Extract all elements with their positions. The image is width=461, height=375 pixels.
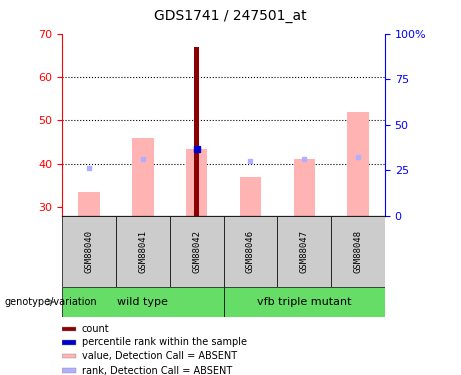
Bar xyxy=(116,216,170,287)
Text: GSM88042: GSM88042 xyxy=(192,230,201,273)
Text: count: count xyxy=(82,324,109,334)
Text: GDS1741 / 247501_at: GDS1741 / 247501_at xyxy=(154,9,307,23)
Bar xyxy=(194,47,199,216)
Bar xyxy=(240,177,261,216)
Bar xyxy=(62,354,76,358)
Bar xyxy=(224,287,385,317)
Bar xyxy=(186,148,207,216)
Text: GSM88040: GSM88040 xyxy=(85,230,94,273)
Bar xyxy=(294,159,315,216)
Bar xyxy=(62,369,76,373)
Bar xyxy=(347,112,369,216)
Bar xyxy=(132,138,154,216)
Text: percentile rank within the sample: percentile rank within the sample xyxy=(82,338,247,347)
Bar xyxy=(78,192,100,216)
Text: vfb triple mutant: vfb triple mutant xyxy=(257,297,351,307)
Text: GSM88048: GSM88048 xyxy=(354,230,362,273)
Bar xyxy=(62,287,224,317)
Bar xyxy=(62,340,76,345)
Text: GSM88041: GSM88041 xyxy=(138,230,148,273)
Text: genotype/variation: genotype/variation xyxy=(5,297,97,307)
Bar xyxy=(62,216,116,287)
Text: GSM88047: GSM88047 xyxy=(300,230,309,273)
Text: GSM88046: GSM88046 xyxy=(246,230,255,273)
Text: value, Detection Call = ABSENT: value, Detection Call = ABSENT xyxy=(82,351,237,361)
Bar xyxy=(224,216,278,287)
Text: wild type: wild type xyxy=(118,297,168,307)
Bar xyxy=(62,327,76,331)
Bar xyxy=(278,216,331,287)
Bar xyxy=(170,216,224,287)
Text: rank, Detection Call = ABSENT: rank, Detection Call = ABSENT xyxy=(82,366,232,375)
Bar xyxy=(331,216,385,287)
